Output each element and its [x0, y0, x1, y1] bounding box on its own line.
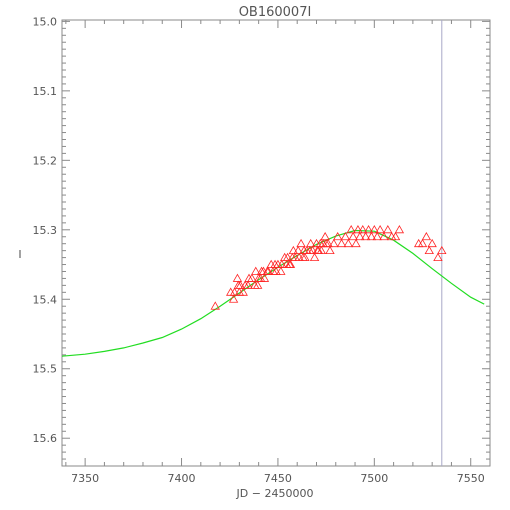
- data-point: [296, 238, 306, 248]
- tick-labels: 7350 7400 7450 7500 7550 15.0 15.1 15.2 15.3 15.4…: [33, 15, 485, 485]
- data-point: [394, 224, 405, 234]
- data-point: [228, 294, 239, 303]
- data-point: [256, 266, 267, 275]
- data-point: [375, 224, 385, 234]
- data-point: [424, 245, 434, 255]
- y-tick-label: 15.0: [33, 15, 58, 28]
- data-point: [307, 245, 318, 255]
- data-point: [312, 245, 323, 255]
- data-point: [325, 245, 335, 255]
- y-tick-label: 15.5: [33, 363, 58, 376]
- data-point: [427, 238, 437, 248]
- y-tick-label: 15.4: [33, 293, 58, 306]
- y-tick-label: 15.6: [33, 432, 58, 445]
- data-point: [358, 224, 368, 234]
- y-tick-label: 15.2: [33, 154, 58, 167]
- data-point: [320, 231, 330, 241]
- y-tick-label: 15.1: [33, 85, 58, 98]
- data-point: [336, 238, 347, 248]
- data-point: [252, 280, 263, 289]
- data-point: [232, 273, 243, 282]
- data-point: [417, 238, 428, 248]
- data-point: [383, 224, 393, 234]
- data-point: [277, 259, 287, 268]
- data-point: [247, 273, 257, 282]
- data-point: [271, 266, 281, 275]
- data-point: [229, 287, 240, 296]
- data-point: [235, 280, 246, 289]
- data-point: [363, 224, 374, 234]
- data-point: [369, 224, 380, 234]
- data-point: [279, 252, 290, 261]
- data-point: [306, 238, 316, 248]
- data-point: [348, 231, 358, 241]
- data-point: [276, 266, 286, 275]
- data-point: [323, 238, 333, 248]
- x-axis-title: JD − 2450000: [236, 487, 314, 500]
- data-point: [333, 231, 343, 241]
- data-point: [251, 266, 261, 275]
- x-tick-label: 7450: [264, 472, 292, 485]
- data-point: [244, 273, 254, 282]
- data-point: [343, 238, 353, 248]
- data-point: [329, 238, 339, 248]
- data-point: [282, 252, 293, 261]
- y-axis-title: I: [18, 248, 21, 261]
- data-point: [285, 259, 296, 268]
- data-point: [263, 266, 273, 275]
- data-point: [421, 231, 432, 241]
- data-point: [243, 280, 253, 289]
- data-point: [366, 231, 377, 241]
- data-point: [288, 245, 299, 255]
- data-point: [437, 245, 447, 255]
- y-tick-label: 15.3: [33, 224, 58, 237]
- data-point: [340, 231, 351, 241]
- chart-title: OB160007I: [239, 5, 312, 20]
- data-point: [351, 238, 361, 248]
- x-tick-label: 7400: [168, 472, 196, 485]
- data-point: [293, 245, 303, 255]
- x-tick-label: 7550: [457, 472, 485, 485]
- model-curve: [61, 229, 485, 357]
- model-curve-layer: [61, 229, 485, 357]
- x-tick-label: 7500: [360, 472, 388, 485]
- data-point: [360, 231, 371, 241]
- data-point: [309, 252, 320, 261]
- data-point: [390, 231, 401, 241]
- data-point: [372, 231, 382, 241]
- data-point: [379, 231, 389, 241]
- data-point: [433, 252, 443, 261]
- data-point: [210, 301, 220, 310]
- axes: [61, 19, 491, 467]
- data-points-layer: [210, 224, 447, 310]
- data-point: [238, 287, 248, 296]
- data-point: [355, 231, 365, 241]
- data-point: [346, 224, 356, 234]
- data-point: [259, 273, 270, 282]
- data-point: [353, 224, 363, 234]
- data-point: [298, 252, 308, 261]
- x-tick-label: 7350: [71, 472, 99, 485]
- plot-frame: [61, 19, 491, 467]
